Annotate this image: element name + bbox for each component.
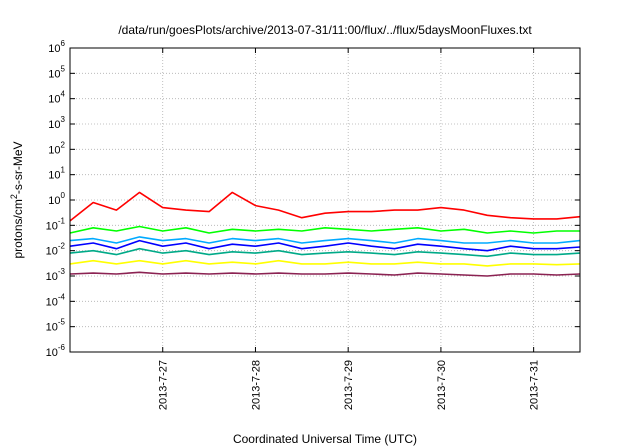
y-tick-label-base: 10 bbox=[46, 296, 58, 308]
x-tick-label: 2013-7-31 bbox=[529, 360, 541, 410]
y-tick-label: 10-3 bbox=[46, 267, 66, 283]
y-tick-label: 105 bbox=[48, 64, 65, 80]
y-tick-label-base: 10 bbox=[48, 119, 60, 131]
series-line-3 bbox=[69, 236, 581, 244]
y-tick-label-exponent: 0 bbox=[61, 191, 66, 200]
y-tick-label-exponent: -2 bbox=[58, 242, 66, 251]
y-axis-label-part-1: protons/cm bbox=[11, 199, 25, 258]
y-tick-label: 100 bbox=[48, 191, 65, 207]
y-tick-label: 10-2 bbox=[46, 242, 66, 258]
y-tick-label-exponent: -3 bbox=[58, 267, 66, 276]
y-tick-label: 104 bbox=[48, 90, 65, 106]
y-tick-label-exponent: -1 bbox=[58, 216, 66, 225]
y-tick-label-exponent: 5 bbox=[61, 64, 66, 73]
series-line-5 bbox=[69, 247, 581, 258]
y-tick-label-base: 10 bbox=[46, 220, 58, 232]
y-axis-label: protons/cm2-s-sr-MeV bbox=[9, 141, 25, 258]
y-tick-label-exponent: -6 bbox=[58, 343, 66, 352]
series-line-4 bbox=[69, 239, 581, 252]
axis-ticks: 10-610-510-410-310-210-11001011021031041… bbox=[46, 39, 580, 410]
y-tick-label: 106 bbox=[48, 39, 65, 55]
y-tick-label-base: 10 bbox=[46, 347, 58, 359]
y-tick-label-base: 10 bbox=[46, 246, 58, 258]
y-tick-label: 10-1 bbox=[46, 216, 66, 232]
y-tick-label: 10-4 bbox=[46, 292, 66, 308]
series-line-2 bbox=[69, 225, 580, 234]
series-line-6 bbox=[69, 259, 581, 267]
x-tick-label: 2013-7-27 bbox=[158, 360, 170, 410]
y-tick-label-base: 10 bbox=[46, 271, 58, 283]
y-tick-label: 103 bbox=[48, 115, 65, 131]
series-layer bbox=[69, 191, 581, 277]
y-tick-label-exponent: -4 bbox=[58, 292, 66, 301]
y-tick-label-exponent: 3 bbox=[61, 115, 66, 124]
x-tick-label: 2013-7-29 bbox=[343, 360, 355, 410]
series-line-7 bbox=[69, 271, 581, 277]
chart-title: /data/run/goesPlots/archive/2013-07-31/1… bbox=[118, 23, 532, 37]
y-tick-label: 101 bbox=[48, 166, 65, 182]
grid-lines bbox=[70, 48, 580, 352]
y-tick-label-base: 10 bbox=[48, 144, 60, 156]
y-tick-label: 10-5 bbox=[46, 318, 66, 334]
y-tick-label-base: 10 bbox=[48, 43, 60, 55]
y-tick-label-base: 10 bbox=[48, 170, 60, 182]
y-tick-label-exponent: 2 bbox=[61, 140, 66, 149]
y-axis-label-part-2: -s-sr-MeV bbox=[11, 141, 25, 194]
y-tick-label-exponent: 4 bbox=[61, 90, 66, 99]
series-line-1 bbox=[69, 191, 581, 222]
y-tick-label: 102 bbox=[48, 140, 65, 156]
x-axis-label: Coordinated Universal Time (UTC) bbox=[233, 432, 417, 446]
x-tick-label: 2013-7-30 bbox=[436, 360, 448, 410]
y-tick-label-base: 10 bbox=[48, 94, 60, 106]
y-tick-label: 10-6 bbox=[46, 343, 66, 359]
y-tick-label-exponent: 1 bbox=[61, 166, 66, 175]
y-tick-label-exponent: 6 bbox=[61, 39, 66, 48]
x-tick-label: 2013-7-28 bbox=[250, 360, 262, 410]
y-tick-label-base: 10 bbox=[46, 322, 58, 334]
y-tick-label-base: 10 bbox=[48, 195, 60, 207]
y-tick-label-exponent: -5 bbox=[58, 318, 66, 327]
y-tick-label-base: 10 bbox=[48, 68, 60, 80]
y-axis-label-superscript: 2 bbox=[9, 194, 19, 199]
